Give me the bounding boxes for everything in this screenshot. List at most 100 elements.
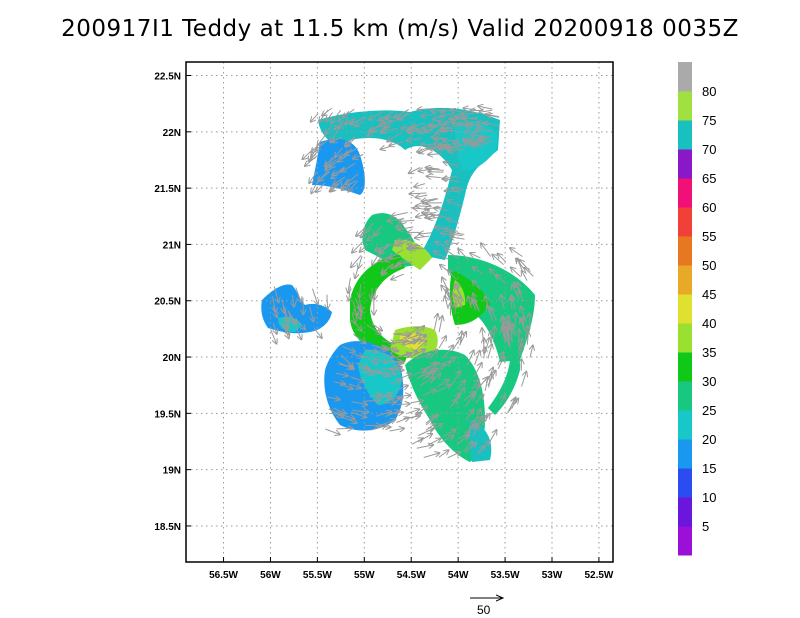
- wind-vector: [396, 260, 407, 266]
- field-arm-southwest-inner: [358, 349, 402, 405]
- wind-vector: [443, 140, 460, 141]
- wind-vector: [295, 287, 301, 302]
- wind-vector: [497, 357, 504, 370]
- wind-vector: [414, 184, 426, 187]
- wind-vector: [413, 336, 426, 341]
- y-tick-label: 19.5N: [154, 409, 181, 420]
- wind-vector: [331, 109, 342, 123]
- colorbar-swatch: [678, 381, 692, 411]
- wind-vector: [378, 115, 391, 121]
- y-tick-label: 22N: [163, 128, 181, 139]
- colorbar-label: 60: [702, 200, 716, 215]
- wind-vector: [358, 256, 362, 268]
- colorbar-swatch: [678, 294, 692, 324]
- x-tick-label: 53.5W: [491, 570, 520, 581]
- wind-vector: [417, 147, 429, 152]
- wind-vector: [312, 288, 318, 305]
- wind-vector: [520, 319, 526, 332]
- colorbar-label: 10: [702, 490, 716, 505]
- colorbar-swatch: [678, 149, 692, 179]
- field-eyewall-west: [350, 255, 410, 362]
- wind-vector: [484, 122, 500, 125]
- wind-vector: [387, 132, 402, 142]
- x-tick-label: 55.5W: [303, 570, 332, 581]
- wind-vector: [470, 110, 484, 111]
- wind-vector: [445, 191, 461, 192]
- wind-vector: [479, 137, 491, 138]
- wind-vector: [465, 409, 473, 420]
- wind-vector: [353, 333, 365, 343]
- wind-vector: [492, 255, 504, 265]
- wind-vector: [429, 124, 446, 125]
- wind-vector: [479, 110, 492, 112]
- wind-vector: [449, 114, 465, 119]
- wind-vector: [499, 395, 505, 406]
- wind-vector: [481, 243, 492, 257]
- wind-vector: [463, 108, 477, 110]
- wind-vector: [445, 229, 458, 232]
- wind-vector: [341, 414, 354, 419]
- wind-vector: [476, 129, 492, 131]
- wind-vector: [512, 285, 520, 300]
- wind-vector: [273, 286, 278, 303]
- wind-vector: [331, 158, 340, 168]
- wind-vector: [364, 425, 381, 426]
- wind-vector: [507, 320, 508, 334]
- wind-vector: [390, 142, 404, 146]
- wind-vector: [296, 320, 305, 329]
- wind-vector: [327, 397, 339, 400]
- wind-vector: [283, 299, 285, 313]
- wind-vector: [480, 414, 490, 427]
- wind-vector: [325, 124, 333, 134]
- colorbar: 5 10 15 20 25 30 35 40 45 50 55 60 65 70 75 80: [678, 62, 716, 556]
- wind-vector: [272, 305, 277, 317]
- wind-vector: [398, 239, 411, 245]
- wind-vector: [396, 334, 411, 335]
- y-tick-label: 21N: [163, 240, 181, 251]
- wind-vector: [395, 340, 408, 341]
- wind-vector: [364, 222, 375, 232]
- wind-vector: [464, 443, 476, 453]
- wind-vector: [521, 372, 527, 387]
- wind-vector: [421, 199, 437, 202]
- wind-vector: [346, 173, 359, 184]
- wind-vector: [407, 328, 418, 337]
- wind-vector: [478, 106, 493, 109]
- wind-vector: [461, 113, 478, 114]
- wind-vector: [342, 108, 355, 117]
- y-tick-label: 22.5N: [154, 72, 181, 83]
- wind-vector: [385, 120, 394, 128]
- wind-vector: [511, 296, 512, 309]
- wind-vector: [416, 195, 428, 197]
- wind-vector: [418, 109, 433, 110]
- wind-vector: [369, 110, 384, 119]
- wind-vector: [484, 347, 486, 359]
- colorbar-label: 25: [702, 403, 716, 418]
- colorbar-swatch: [678, 207, 692, 237]
- wind-vector: [319, 109, 329, 122]
- wind-vector: [351, 354, 363, 357]
- colorbar-label: 75: [702, 113, 716, 128]
- wind-vector: [373, 225, 383, 236]
- wind-vector: [447, 219, 458, 224]
- wind-vector: [451, 110, 465, 112]
- wind-vector: [436, 385, 451, 393]
- wind-vector: [442, 345, 453, 359]
- wind-vector: [325, 157, 333, 166]
- wind-vector: [428, 169, 444, 170]
- colorbar-label: 35: [702, 345, 716, 360]
- wind-vector: [273, 323, 277, 334]
- x-tick-label: 53W: [542, 570, 563, 581]
- wind-vector: [438, 336, 446, 349]
- wind-vector: [419, 233, 433, 234]
- colorbar-swatch: [678, 120, 692, 150]
- wind-vector: [437, 361, 451, 373]
- wind-vector: [403, 351, 417, 355]
- wind-vector: [423, 126, 436, 128]
- wind-vector: [441, 233, 453, 235]
- wind-vector: [397, 238, 412, 241]
- wind-vector: [345, 147, 359, 155]
- wind-vector: [385, 256, 401, 261]
- wind-vector: [435, 242, 450, 249]
- wind-vector: [496, 275, 505, 284]
